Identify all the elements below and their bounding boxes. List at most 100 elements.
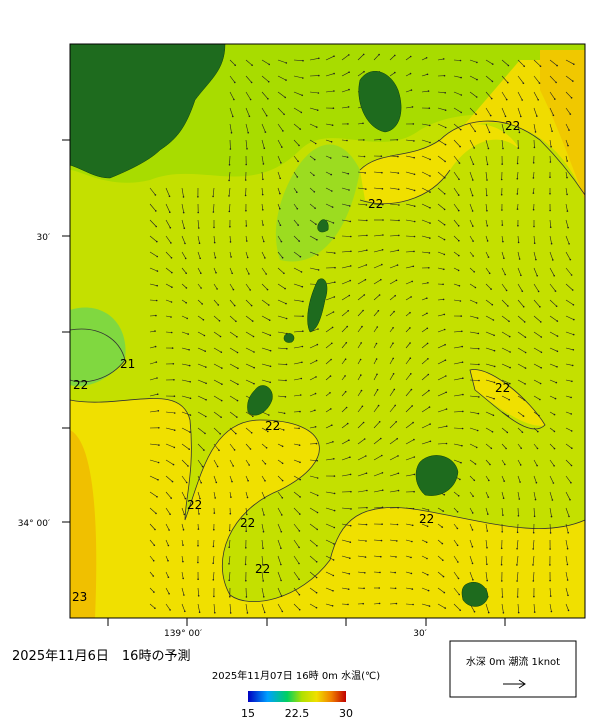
current-arrow-head	[460, 129, 462, 131]
current-arrow-head	[365, 188, 367, 190]
current-arrow-head	[318, 92, 320, 94]
current-arrow-head	[443, 299, 445, 301]
current-arrow-head	[234, 449, 236, 451]
current-arrow-head	[501, 194, 503, 196]
current-arrow-head	[366, 235, 368, 237]
current-arrow-head	[197, 545, 199, 547]
current-arrow-head	[198, 227, 200, 229]
current-arrow-head	[517, 532, 519, 534]
current-arrow-head	[570, 482, 572, 484]
current-arrow-head	[216, 288, 218, 290]
current-arrow-head	[362, 406, 364, 408]
current-arrow-head	[282, 480, 284, 482]
current-arrow-head	[333, 222, 335, 224]
current-arrow-head	[460, 77, 462, 79]
current-arrow-head	[567, 579, 569, 581]
current-arrow-head	[517, 596, 519, 598]
current-arrow-head	[203, 319, 205, 321]
current-arrow-head	[249, 289, 251, 291]
current-arrow-head	[443, 58, 445, 60]
current-arrow-head	[537, 448, 539, 450]
current-arrow-head	[360, 374, 362, 376]
current-arrow-head	[215, 257, 217, 259]
current-arrow-head	[478, 413, 480, 415]
current-arrow-head	[360, 359, 362, 361]
current-arrow-head	[411, 405, 413, 407]
current-arrow-head	[158, 444, 160, 446]
current-arrow-head	[348, 588, 350, 590]
current-arrow-head	[299, 594, 301, 596]
current-arrow-head	[153, 560, 155, 562]
current-arrow-head	[365, 556, 367, 558]
current-arrow-head	[366, 264, 368, 266]
current-arrow-head	[346, 140, 348, 142]
current-arrow-head	[501, 580, 503, 582]
current-arrow-head	[446, 425, 448, 427]
current-arrow-head	[299, 411, 301, 413]
current-arrow-head	[186, 318, 188, 320]
current-arrow-head	[444, 75, 446, 77]
contour-label: 22	[73, 378, 88, 392]
current-arrow-head	[521, 99, 523, 101]
current-arrow-head	[184, 227, 186, 229]
current-arrow-head	[316, 360, 318, 362]
current-arrow-head	[394, 405, 396, 407]
current-arrow-head	[572, 289, 574, 291]
current-arrow-head	[472, 195, 474, 197]
current-arrow-head	[428, 374, 430, 376]
current-arrow-head	[169, 211, 171, 213]
current-arrow-head	[380, 139, 382, 141]
current-arrow-head	[156, 256, 158, 258]
current-arrow-head	[459, 146, 461, 148]
current-arrow-head	[461, 445, 463, 447]
current-arrow-head	[517, 225, 519, 227]
current-arrow-head	[280, 162, 282, 164]
current-arrow-head	[349, 280, 351, 282]
current-arrow-head	[230, 496, 232, 498]
current-arrow-head	[458, 179, 460, 181]
current-arrow-head	[551, 611, 553, 613]
current-arrow-head	[429, 107, 431, 109]
current-arrow-head	[268, 304, 270, 306]
current-arrow-head	[413, 266, 415, 268]
current-arrow-head	[567, 564, 569, 566]
current-arrow-head	[302, 77, 304, 79]
current-arrow-head	[395, 588, 397, 590]
current-arrow-head	[297, 161, 299, 163]
current-arrow-head	[199, 242, 201, 244]
current-arrow-head	[268, 81, 270, 83]
current-arrow-head	[201, 303, 203, 305]
current-arrow-head	[249, 116, 251, 118]
current-arrow-head	[472, 529, 474, 531]
current-arrow-head	[346, 326, 348, 328]
current-arrow-head	[205, 416, 207, 418]
current-arrow-head	[462, 361, 464, 363]
current-arrow-head	[486, 195, 488, 197]
current-arrow-head	[317, 328, 319, 330]
current-arrow-head	[252, 416, 254, 418]
current-arrow-head	[523, 415, 525, 417]
current-arrow-head	[286, 62, 288, 64]
current-arrow-head	[486, 564, 488, 566]
current-arrow-head	[396, 280, 398, 282]
current-arrow-head	[262, 194, 264, 196]
current-arrow-head	[398, 490, 400, 492]
current-arrow-head	[541, 336, 543, 338]
current-arrow-head	[537, 99, 539, 101]
current-arrow-head	[488, 148, 490, 150]
current-arrow-head	[398, 235, 400, 237]
current-arrow-head	[412, 604, 414, 606]
current-arrow-head	[392, 358, 394, 360]
current-arrow-head	[331, 141, 333, 143]
current-arrow-head	[363, 588, 365, 590]
current-arrow-head	[382, 472, 384, 474]
current-arrow-head	[280, 580, 282, 582]
current-arrow-head	[445, 144, 447, 146]
current-arrow-head	[476, 447, 478, 449]
current-arrow-head	[381, 455, 383, 457]
contour-label: 22	[368, 197, 383, 211]
current-arrow-head	[318, 269, 320, 271]
current-arrow-head	[555, 398, 557, 400]
current-arrow-head	[283, 273, 285, 275]
